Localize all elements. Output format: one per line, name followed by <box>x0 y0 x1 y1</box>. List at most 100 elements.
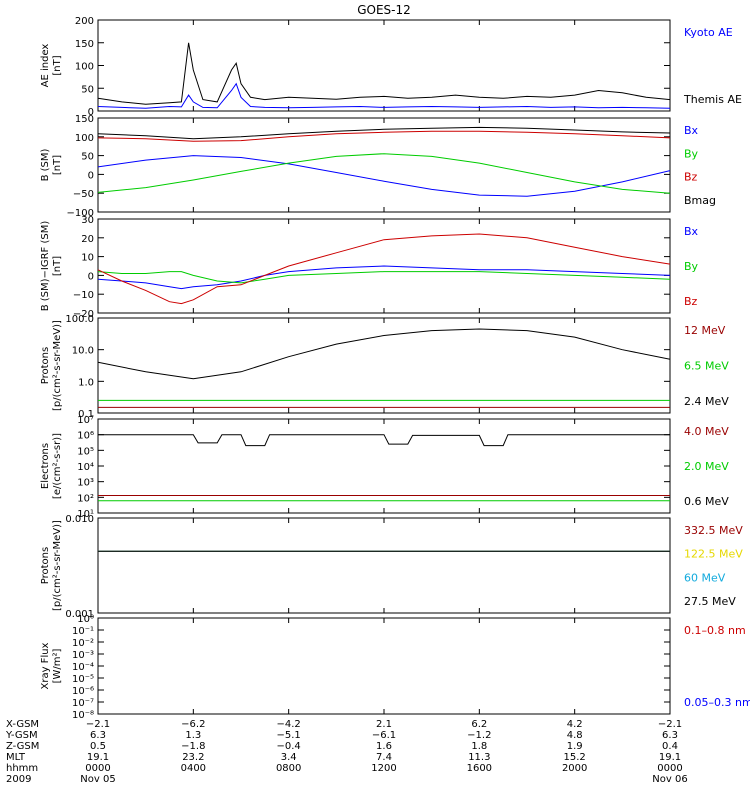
x-col-value: 1.3 <box>185 730 201 741</box>
x-col-value: 3.4 <box>281 752 297 763</box>
panel-frame <box>97 19 671 112</box>
y-axis-label: [p/(cm²-s-sr-MeV)] <box>52 320 63 411</box>
series-line <box>98 434 670 447</box>
x-col-value: 6.3 <box>662 730 678 741</box>
y-axis-label: [W/m²] <box>52 648 63 683</box>
x-col-value: 0000 <box>85 763 110 774</box>
panel-frame <box>97 317 671 414</box>
x-row-label: hhmm <box>6 763 38 774</box>
legend-entry: 0.1–0.8 nm <box>684 624 746 637</box>
figure-title: GOES-12 <box>357 3 411 17</box>
x-row-label: Y-GSM <box>5 730 38 741</box>
y-tick-label: 0.010 <box>65 514 94 525</box>
x-col-value: 23.2 <box>182 752 204 763</box>
x-col-value: 19.1 <box>87 752 109 763</box>
x-col-value: 0.5 <box>90 741 106 752</box>
x-col-value: Nov 05 <box>80 774 115 785</box>
y-tick-label: 10¹ <box>77 509 94 520</box>
y-tick-label: 150 <box>75 114 94 125</box>
y-tick-label: 100 <box>75 133 94 144</box>
y-tick-label: 10⁻² <box>72 638 94 649</box>
y-tick-label: −20 <box>73 309 94 320</box>
y-tick-label: −100 <box>67 208 94 219</box>
y-tick-label: 50 <box>81 152 94 163</box>
x-col-value: Nov 06 <box>652 774 687 785</box>
legend-entry: By <box>684 260 699 273</box>
series-line <box>97 82 671 109</box>
series-line <box>97 155 671 197</box>
x-col-value: 19.1 <box>659 752 681 763</box>
y-tick-label: 150 <box>75 39 94 50</box>
x-col-value: 0.4 <box>662 741 678 752</box>
x-col-value: 0000 <box>657 763 682 774</box>
series-line <box>97 153 671 194</box>
series-line <box>97 271 671 284</box>
x-col-value: 6.2 <box>471 719 487 730</box>
y-tick-label: 10⁶ <box>77 431 94 442</box>
legend-entry: 60 MeV <box>684 571 726 584</box>
y-tick-label: −50 <box>73 189 94 200</box>
x-col-value: −1.8 <box>181 741 205 752</box>
y-axis-label: [e/(cm²-s-sr)] <box>52 433 63 499</box>
x-row-label: X-GSM <box>6 719 39 730</box>
y-tick-label: 1.0 <box>78 377 94 388</box>
y-tick-label: 100.0 <box>65 314 94 325</box>
series-line <box>97 233 671 305</box>
y-tick-label: 10³ <box>77 478 94 489</box>
y-axis-label: [p/(cm²-s-sr-MeV)] <box>52 520 63 611</box>
legend-entry: Bx <box>684 124 699 137</box>
x-col-value: 2.1 <box>376 719 392 730</box>
y-axis-label: Protons <box>40 347 51 384</box>
y-axis-label: AE index <box>40 44 51 88</box>
series-line <box>97 130 671 142</box>
x-col-value: 1200 <box>371 763 396 774</box>
panel-frame <box>97 517 671 614</box>
y-axis-label: Protons <box>40 547 51 584</box>
series-line <box>97 265 671 290</box>
x-col-value: 0800 <box>276 763 301 774</box>
y-axis-label: [nT] <box>52 155 63 175</box>
y-tick-label: 10⁴ <box>77 462 94 473</box>
x-col-value: −6.2 <box>181 719 205 730</box>
panel-1: 0 50 100 150 200 AE index [nT] Kyoto AE Themis A… <box>40 16 742 118</box>
x-col-value: −1.2 <box>467 730 491 741</box>
legend-entry: 4.0 MeV <box>684 425 729 438</box>
y-tick-label: 0.001 <box>65 609 94 620</box>
legend-entry: Kyoto AE <box>684 26 733 39</box>
panel-frame <box>97 617 671 715</box>
y-tick-label: 10⁷ <box>77 415 94 426</box>
x-col-value: 15.2 <box>564 752 586 763</box>
legend-entry: Bmag <box>684 194 716 207</box>
y-axis-label: [nT] <box>52 256 63 276</box>
panel-2: −100 −50 0 50 100 150 B (SM) [nT] Bx By Bz Bmag <box>40 114 716 219</box>
y-tick-label: 10⁻⁵ <box>72 674 94 685</box>
x-col-value: 4.8 <box>567 730 583 741</box>
x-col-value: −4.2 <box>277 719 301 730</box>
x-col-value: 2000 <box>562 763 587 774</box>
y-axis-label: B (SM)−IGRF (SM) <box>40 221 51 312</box>
y-tick-label: 10 <box>81 253 94 264</box>
y-axis-label: Xray Flux <box>40 642 51 689</box>
panel-6: 0.001 0.010 Protons [p/(cm²-s-sr-MeV)] 332.5… <box>40 514 743 620</box>
x-row-label: Z-GSM <box>6 741 39 752</box>
legend-entry: 12 MeV <box>684 324 726 337</box>
x-col-value: 1.9 <box>567 741 583 752</box>
x-col-value: 1600 <box>467 763 492 774</box>
series-line <box>97 328 671 380</box>
x-col-value: −2.1 <box>658 719 682 730</box>
y-tick-label: 0 <box>88 170 94 181</box>
series-line <box>97 42 671 105</box>
legend-entry: 2.4 MeV <box>684 395 729 408</box>
x-col-value: −6.1 <box>372 730 396 741</box>
legend-entry: 6.5 MeV <box>684 360 729 373</box>
x-col-value: −0.4 <box>277 741 301 752</box>
y-tick-label: 10⁻¹ <box>72 626 94 637</box>
series-line <box>97 126 671 140</box>
x-col-value: 7.4 <box>376 752 392 763</box>
x-col-value: 6.3 <box>90 730 106 741</box>
panel-4: 0.1 1.0 10.0 100.0 Protons [p/(cm²-s-sr-MeV)]… <box>40 314 729 420</box>
y-tick-label: −10 <box>73 290 94 301</box>
legend-entry: 0.6 MeV <box>684 495 729 508</box>
